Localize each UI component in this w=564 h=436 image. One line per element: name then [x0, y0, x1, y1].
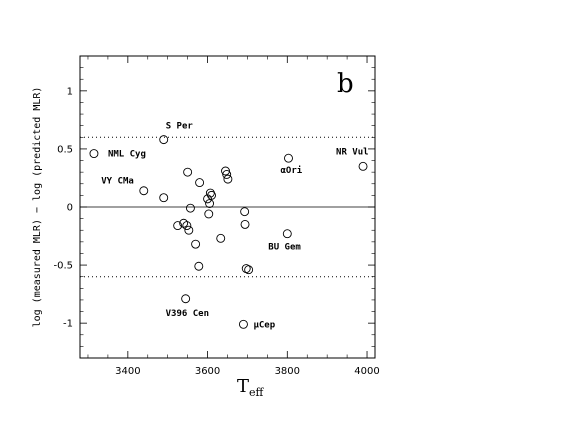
point-label: αOri — [280, 165, 302, 176]
data-point — [89, 149, 99, 159]
point-label: NML Cyg — [108, 150, 146, 160]
x-tick-label: 3400 — [115, 366, 140, 377]
x-axis-title-main: T — [237, 376, 249, 397]
y-tick-label: -1 — [63, 319, 73, 330]
data-point — [184, 225, 194, 235]
y-axis-title: log (measured MLR) − log (predicted MLR) — [32, 87, 43, 328]
x-axis-title: Teff — [237, 376, 265, 399]
y-tick-label: 1 — [67, 86, 73, 97]
data-point — [240, 219, 250, 229]
x-tick-label: 4000 — [354, 366, 379, 377]
data-point — [241, 264, 251, 274]
data-point — [205, 199, 215, 208]
data-point — [139, 186, 149, 196]
data-point — [182, 221, 192, 231]
point-label: VY CMa — [101, 177, 134, 187]
y-tick-label: 0 — [67, 203, 73, 214]
data-point — [221, 166, 230, 176]
data-point — [223, 174, 233, 184]
data-point — [159, 135, 169, 145]
point-label: μCep — [253, 320, 275, 330]
panel-label: b — [337, 69, 354, 99]
axis-ticks: 3400 3600 3800 4000 -1 -0.5 0 0.5 1 — [53, 56, 380, 377]
y-tick-label: 0.5 — [57, 144, 73, 155]
x-tick-label: 3600 — [195, 366, 220, 377]
x-axis-title-sub: eff — [249, 386, 265, 399]
y-tick-label: -0.5 — [53, 261, 73, 272]
reference-lines — [80, 136, 375, 278]
data-point — [173, 221, 183, 231]
data-point — [191, 239, 201, 249]
data-point — [179, 218, 189, 228]
point-label: V396 Cen — [166, 309, 209, 319]
data-point — [284, 153, 293, 163]
data-point — [216, 233, 226, 243]
data-point — [183, 167, 193, 177]
point-labels: NML Cyg VY CMa S Per V396 Cen μCep BU Gem αOri… — [101, 122, 368, 331]
data-point — [194, 261, 204, 271]
point-label: BU Gem — [268, 243, 301, 253]
data-point — [185, 203, 195, 213]
data-point — [244, 265, 254, 275]
data-points — [89, 135, 368, 329]
data-point — [207, 190, 217, 200]
data-point — [238, 319, 248, 329]
point-label: NR Vul — [336, 147, 369, 157]
data-point — [195, 178, 205, 188]
point-label: S Per — [166, 122, 194, 132]
data-point — [358, 161, 368, 171]
data-point — [204, 209, 214, 219]
data-point — [222, 170, 232, 179]
data-point — [240, 207, 250, 217]
data-point — [181, 294, 191, 304]
data-point — [282, 229, 292, 239]
data-point — [205, 188, 215, 198]
data-point — [159, 193, 169, 203]
x-tick-label: 3800 — [275, 366, 300, 377]
